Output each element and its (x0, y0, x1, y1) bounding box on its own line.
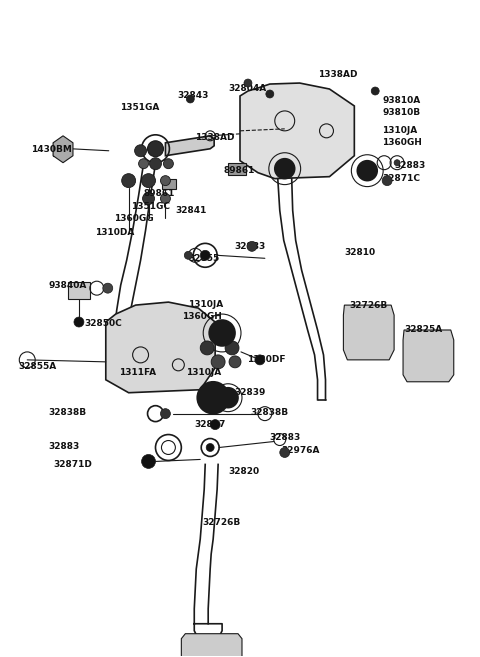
Text: 1338AD: 1338AD (318, 70, 357, 79)
Text: 32838B: 32838B (250, 408, 288, 417)
Circle shape (184, 252, 192, 260)
Text: 32810: 32810 (344, 248, 375, 257)
Circle shape (147, 141, 164, 157)
Bar (162, 179, 176, 189)
Text: 1310JA: 1310JA (186, 369, 222, 377)
Text: 32726B: 32726B (202, 518, 240, 527)
Text: 32883: 32883 (48, 442, 79, 451)
Circle shape (186, 95, 194, 103)
Text: 1360GH: 1360GH (382, 138, 422, 147)
Circle shape (266, 90, 274, 98)
Circle shape (206, 443, 214, 451)
Polygon shape (240, 83, 354, 179)
Text: 93810A: 93810A (382, 97, 420, 106)
Circle shape (139, 159, 148, 169)
Text: 1338AD: 1338AD (195, 133, 235, 143)
Polygon shape (106, 302, 215, 393)
Text: 1351GA: 1351GA (120, 103, 159, 112)
Circle shape (142, 455, 156, 468)
Circle shape (357, 161, 377, 181)
Text: 32883: 32883 (234, 242, 265, 251)
Circle shape (200, 341, 214, 355)
Circle shape (142, 173, 156, 188)
Circle shape (247, 241, 257, 252)
Circle shape (210, 420, 220, 430)
Text: 32871C: 32871C (382, 174, 420, 183)
Circle shape (134, 145, 146, 157)
Text: 1351GC: 1351GC (131, 202, 169, 211)
Circle shape (200, 250, 210, 260)
Circle shape (197, 382, 229, 414)
Text: 32976A: 32976A (282, 446, 320, 455)
Text: 1360GH: 1360GH (182, 311, 222, 321)
Text: 1120DF: 1120DF (247, 355, 286, 365)
Text: 32838B: 32838B (48, 408, 86, 417)
Text: 32804A: 32804A (229, 83, 267, 93)
Circle shape (244, 79, 252, 87)
Text: 32726B: 32726B (349, 301, 388, 309)
Text: 32855A: 32855A (18, 363, 57, 371)
Text: 1311FA: 1311FA (119, 369, 156, 377)
Text: 32855: 32855 (188, 254, 219, 263)
Text: 1310JA: 1310JA (188, 300, 224, 309)
Bar (53, 143, 71, 156)
Circle shape (164, 159, 173, 169)
Text: 32825A: 32825A (404, 325, 442, 334)
Text: 32883: 32883 (270, 433, 301, 442)
Text: 93810B: 93810B (382, 108, 420, 118)
Text: 1360GG: 1360GG (114, 214, 153, 223)
Text: 32850C: 32850C (84, 319, 121, 328)
Polygon shape (181, 634, 242, 657)
Text: 93840A: 93840A (48, 281, 86, 290)
Circle shape (275, 159, 295, 179)
Circle shape (218, 388, 238, 407)
Circle shape (394, 160, 400, 166)
Text: 32841: 32841 (175, 206, 207, 215)
Bar (68, 283, 90, 299)
Text: 1310JA: 1310JA (382, 126, 418, 135)
Text: 32839: 32839 (234, 388, 265, 397)
Polygon shape (166, 136, 214, 156)
Circle shape (255, 355, 265, 365)
Circle shape (103, 283, 113, 293)
Circle shape (150, 158, 161, 170)
Polygon shape (53, 136, 73, 163)
Circle shape (229, 356, 241, 368)
Text: 1430BM: 1430BM (31, 145, 72, 154)
Text: 32837: 32837 (194, 420, 226, 429)
Circle shape (74, 317, 84, 327)
Circle shape (211, 355, 225, 369)
Circle shape (382, 175, 392, 186)
Circle shape (209, 320, 235, 346)
Text: 32843: 32843 (178, 91, 209, 101)
Text: 32820: 32820 (228, 467, 259, 476)
Circle shape (225, 341, 239, 355)
Circle shape (122, 173, 136, 188)
Text: 1310DA: 1310DA (95, 228, 134, 237)
Circle shape (143, 193, 155, 204)
Polygon shape (343, 305, 394, 360)
Text: 32883: 32883 (394, 161, 425, 170)
Bar (228, 163, 246, 175)
Polygon shape (403, 330, 454, 382)
Circle shape (160, 194, 170, 204)
Circle shape (160, 175, 170, 186)
Text: 89861: 89861 (144, 189, 175, 198)
Circle shape (280, 447, 290, 457)
Text: 32871D: 32871D (53, 460, 92, 469)
Circle shape (160, 409, 170, 419)
Text: 89861: 89861 (223, 166, 254, 175)
Circle shape (371, 87, 379, 95)
